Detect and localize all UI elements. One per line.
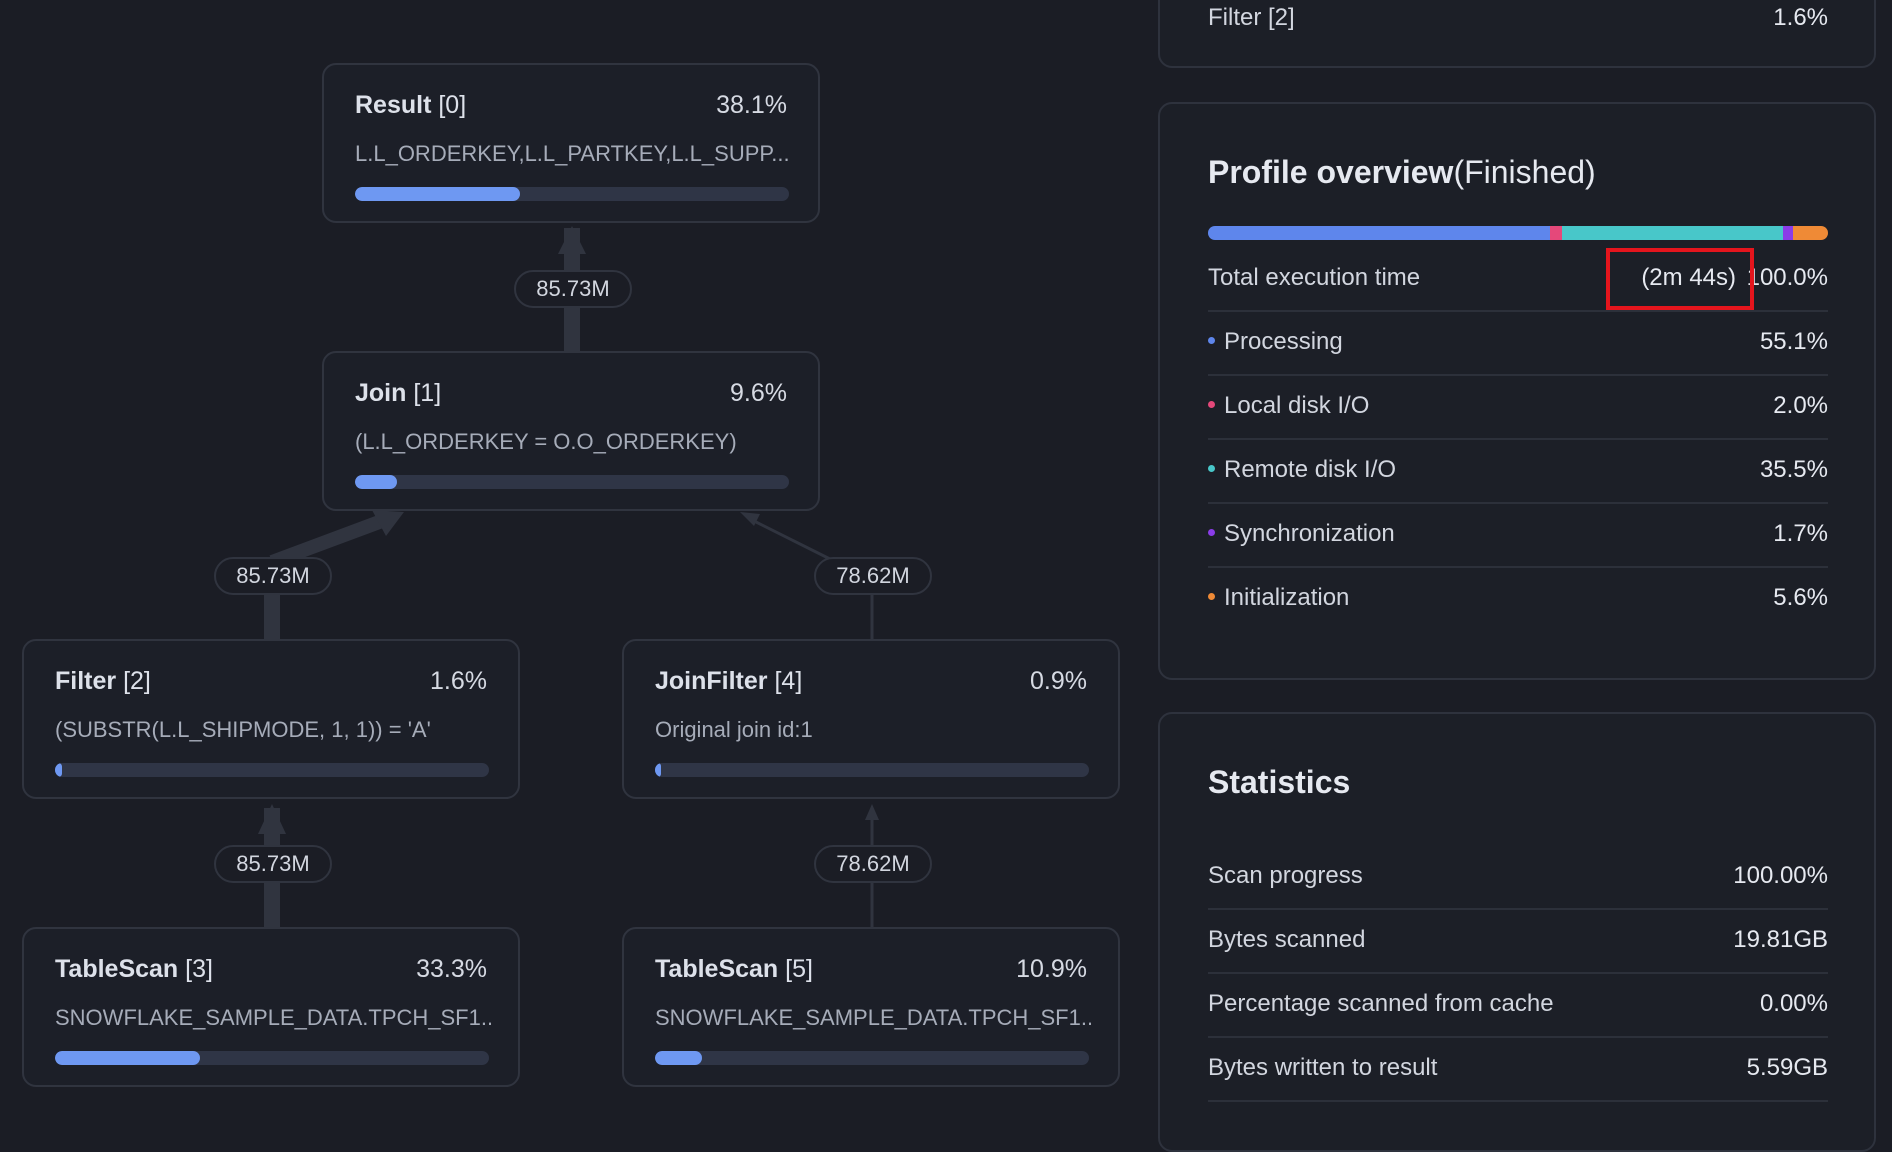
breakdown-value: 55.1% [1759, 328, 1828, 355]
operator-node-filter[interactable]: Filter [2] 1.6% (SUBSTR(L.L_SHIPMODE, 1,… [22, 639, 520, 799]
edge-row-count: 85.73M [514, 270, 632, 308]
legend-dot-icon [1208, 593, 1215, 601]
overview-bar-segment [1562, 226, 1783, 240]
operator-description: SNOWFLAKE_SAMPLE_DATA.TPCH_SF1... [655, 1005, 1091, 1030]
total-execution-duration: (2m 44s) [1641, 264, 1736, 291]
statistics-value: 100.00% [1733, 862, 1828, 889]
operator-detail-row: Filter [2] 1.6% [1208, 0, 1828, 50]
operator-progress-bar [355, 187, 789, 201]
statistics-value: 0.00% [1759, 990, 1828, 1017]
statistics-title: Statistics [1208, 764, 1351, 800]
operator-title: TableScan [5] [655, 955, 813, 983]
profile-overview-panel: Profile overview(Finished) Total executi… [1158, 102, 1876, 680]
operator-node-result[interactable]: Result [0] 38.1% L.L_ORDERKEY,L.L_PARTKE… [322, 63, 820, 223]
execution-time-breakdown-bar [1208, 226, 1828, 240]
breakdown-row-local-disk-io: Local disk I/O 2.0% [1208, 374, 1828, 440]
breakdown-label: Local disk I/O [1208, 392, 1369, 420]
operator-title: JoinFilter [4] [655, 667, 803, 695]
legend-dot-icon [1208, 529, 1215, 537]
legend-dot-icon [1208, 465, 1215, 473]
breakdown-row-synchronization: Synchronization 1.7% [1208, 502, 1828, 568]
operator-description: (SUBSTR(L.L_SHIPMODE, 1, 1)) = 'A' [55, 717, 431, 742]
operator-title: Result [0] [355, 91, 467, 119]
overview-bar-segment [1782, 226, 1794, 240]
breakdown-value: 1.7% [1773, 520, 1828, 547]
breakdown-row-remote-disk-io: Remote disk I/O 35.5% [1208, 438, 1828, 504]
operator-progress-bar [55, 1051, 489, 1065]
edge-row-count: 85.73M [214, 557, 332, 595]
statistics-panel: Statistics Scan progress 100.00% Bytes s… [1158, 712, 1876, 1152]
statistics-label: Bytes scanned [1208, 926, 1366, 953]
breakdown-row-processing: Processing 55.1% [1208, 310, 1828, 376]
operator-node-joinfilter[interactable]: JoinFilter [4] 0.9% Original join id:1 [622, 639, 1120, 799]
operator-description: SNOWFLAKE_SAMPLE_DATA.TPCH_SF1... [55, 1005, 491, 1030]
operator-description: L.L_ORDERKEY,L.L_PARTKEY,L.L_SUPP... [355, 141, 790, 166]
overview-bar-segment [1208, 226, 1550, 240]
breakdown-label: Synchronization [1208, 520, 1395, 548]
edge-arrowhead [740, 512, 760, 526]
total-execution-percentage: 100.0% [1746, 264, 1828, 291]
statistics-label: Percentage scanned from cache [1208, 990, 1554, 1017]
operator-percentage: 33.3% [416, 955, 487, 983]
breakdown-value: 35.5% [1759, 456, 1828, 483]
statistics-label: Scan progress [1208, 862, 1363, 889]
edge-row-count: 85.73M [214, 845, 332, 883]
operator-detail-label: Filter [2] [1208, 4, 1295, 31]
operator-percentage: 9.6% [730, 379, 787, 407]
operator-title: Filter [2] [55, 667, 151, 695]
breakdown-label: Remote disk I/O [1208, 456, 1396, 484]
legend-dot-icon [1208, 401, 1215, 409]
breakdown-label: Processing [1208, 328, 1343, 356]
overview-bar-segment [1549, 226, 1563, 240]
operator-description: (L.L_ORDERKEY = O.O_ORDERKEY) [355, 429, 737, 454]
statistics-row: Bytes scanned 19.81GB [1208, 908, 1828, 974]
edge-arrowhead [258, 804, 286, 834]
operator-progress-bar [355, 475, 789, 489]
legend-dot-icon [1208, 337, 1215, 345]
operator-percentage: 0.9% [1030, 667, 1087, 695]
breakdown-label: Initialization [1208, 584, 1349, 612]
breakdown-value: 2.0% [1773, 392, 1828, 419]
operator-detail-value: 1.6% [1773, 4, 1828, 31]
statistics-value: 19.81GB [1733, 926, 1828, 953]
highlight-box [1606, 248, 1754, 310]
edge-arrowhead [372, 510, 404, 536]
overview-bar-segment [1793, 226, 1828, 240]
edge-row-count: 78.62M [814, 557, 932, 595]
statistics-row: Percentage scanned from cache 0.00% [1208, 972, 1828, 1038]
operator-detail-panel: Filter [2] 1.6% [1158, 0, 1876, 68]
operator-node-tablescan-5[interactable]: TableScan [5] 10.9% SNOWFLAKE_SAMPLE_DAT… [622, 927, 1120, 1087]
statistics-row: Bytes written to result 5.59GB [1208, 1036, 1828, 1102]
statistics-row: Scan progress 100.00% [1208, 844, 1828, 910]
operator-percentage: 1.6% [430, 667, 487, 695]
statistics-label: Bytes written to result [1208, 1054, 1438, 1081]
profile-overview-title: Profile overview(Finished) [1208, 154, 1596, 190]
operator-node-tablescan-3[interactable]: TableScan [3] 33.3% SNOWFLAKE_SAMPLE_DAT… [22, 927, 520, 1087]
profile-status: (Finished) [1453, 154, 1596, 190]
operator-progress-bar [655, 1051, 1089, 1065]
edge-arrowhead [865, 804, 879, 820]
total-execution-time-label: Total execution time [1208, 264, 1421, 291]
operator-percentage: 10.9% [1016, 955, 1087, 983]
operator-title: TableScan [3] [55, 955, 213, 983]
total-execution-time-row: Total execution time (2m 44s) 100.0% [1208, 246, 1828, 312]
operator-title: Join [1] [355, 379, 442, 407]
edge-arrowhead [558, 226, 586, 254]
breakdown-row-initialization: Initialization 5.6% [1208, 566, 1828, 630]
operator-percentage: 38.1% [716, 91, 787, 119]
operator-node-join[interactable]: Join [1] 9.6% (L.L_ORDERKEY = O.O_ORDERK… [322, 351, 820, 511]
statistics-value: 5.59GB [1746, 1054, 1828, 1081]
operator-progress-bar [655, 763, 1089, 777]
breakdown-value: 5.6% [1773, 584, 1828, 611]
operator-progress-bar [55, 763, 489, 777]
edge-row-count: 78.62M [814, 845, 932, 883]
operator-description: Original join id:1 [655, 717, 813, 742]
